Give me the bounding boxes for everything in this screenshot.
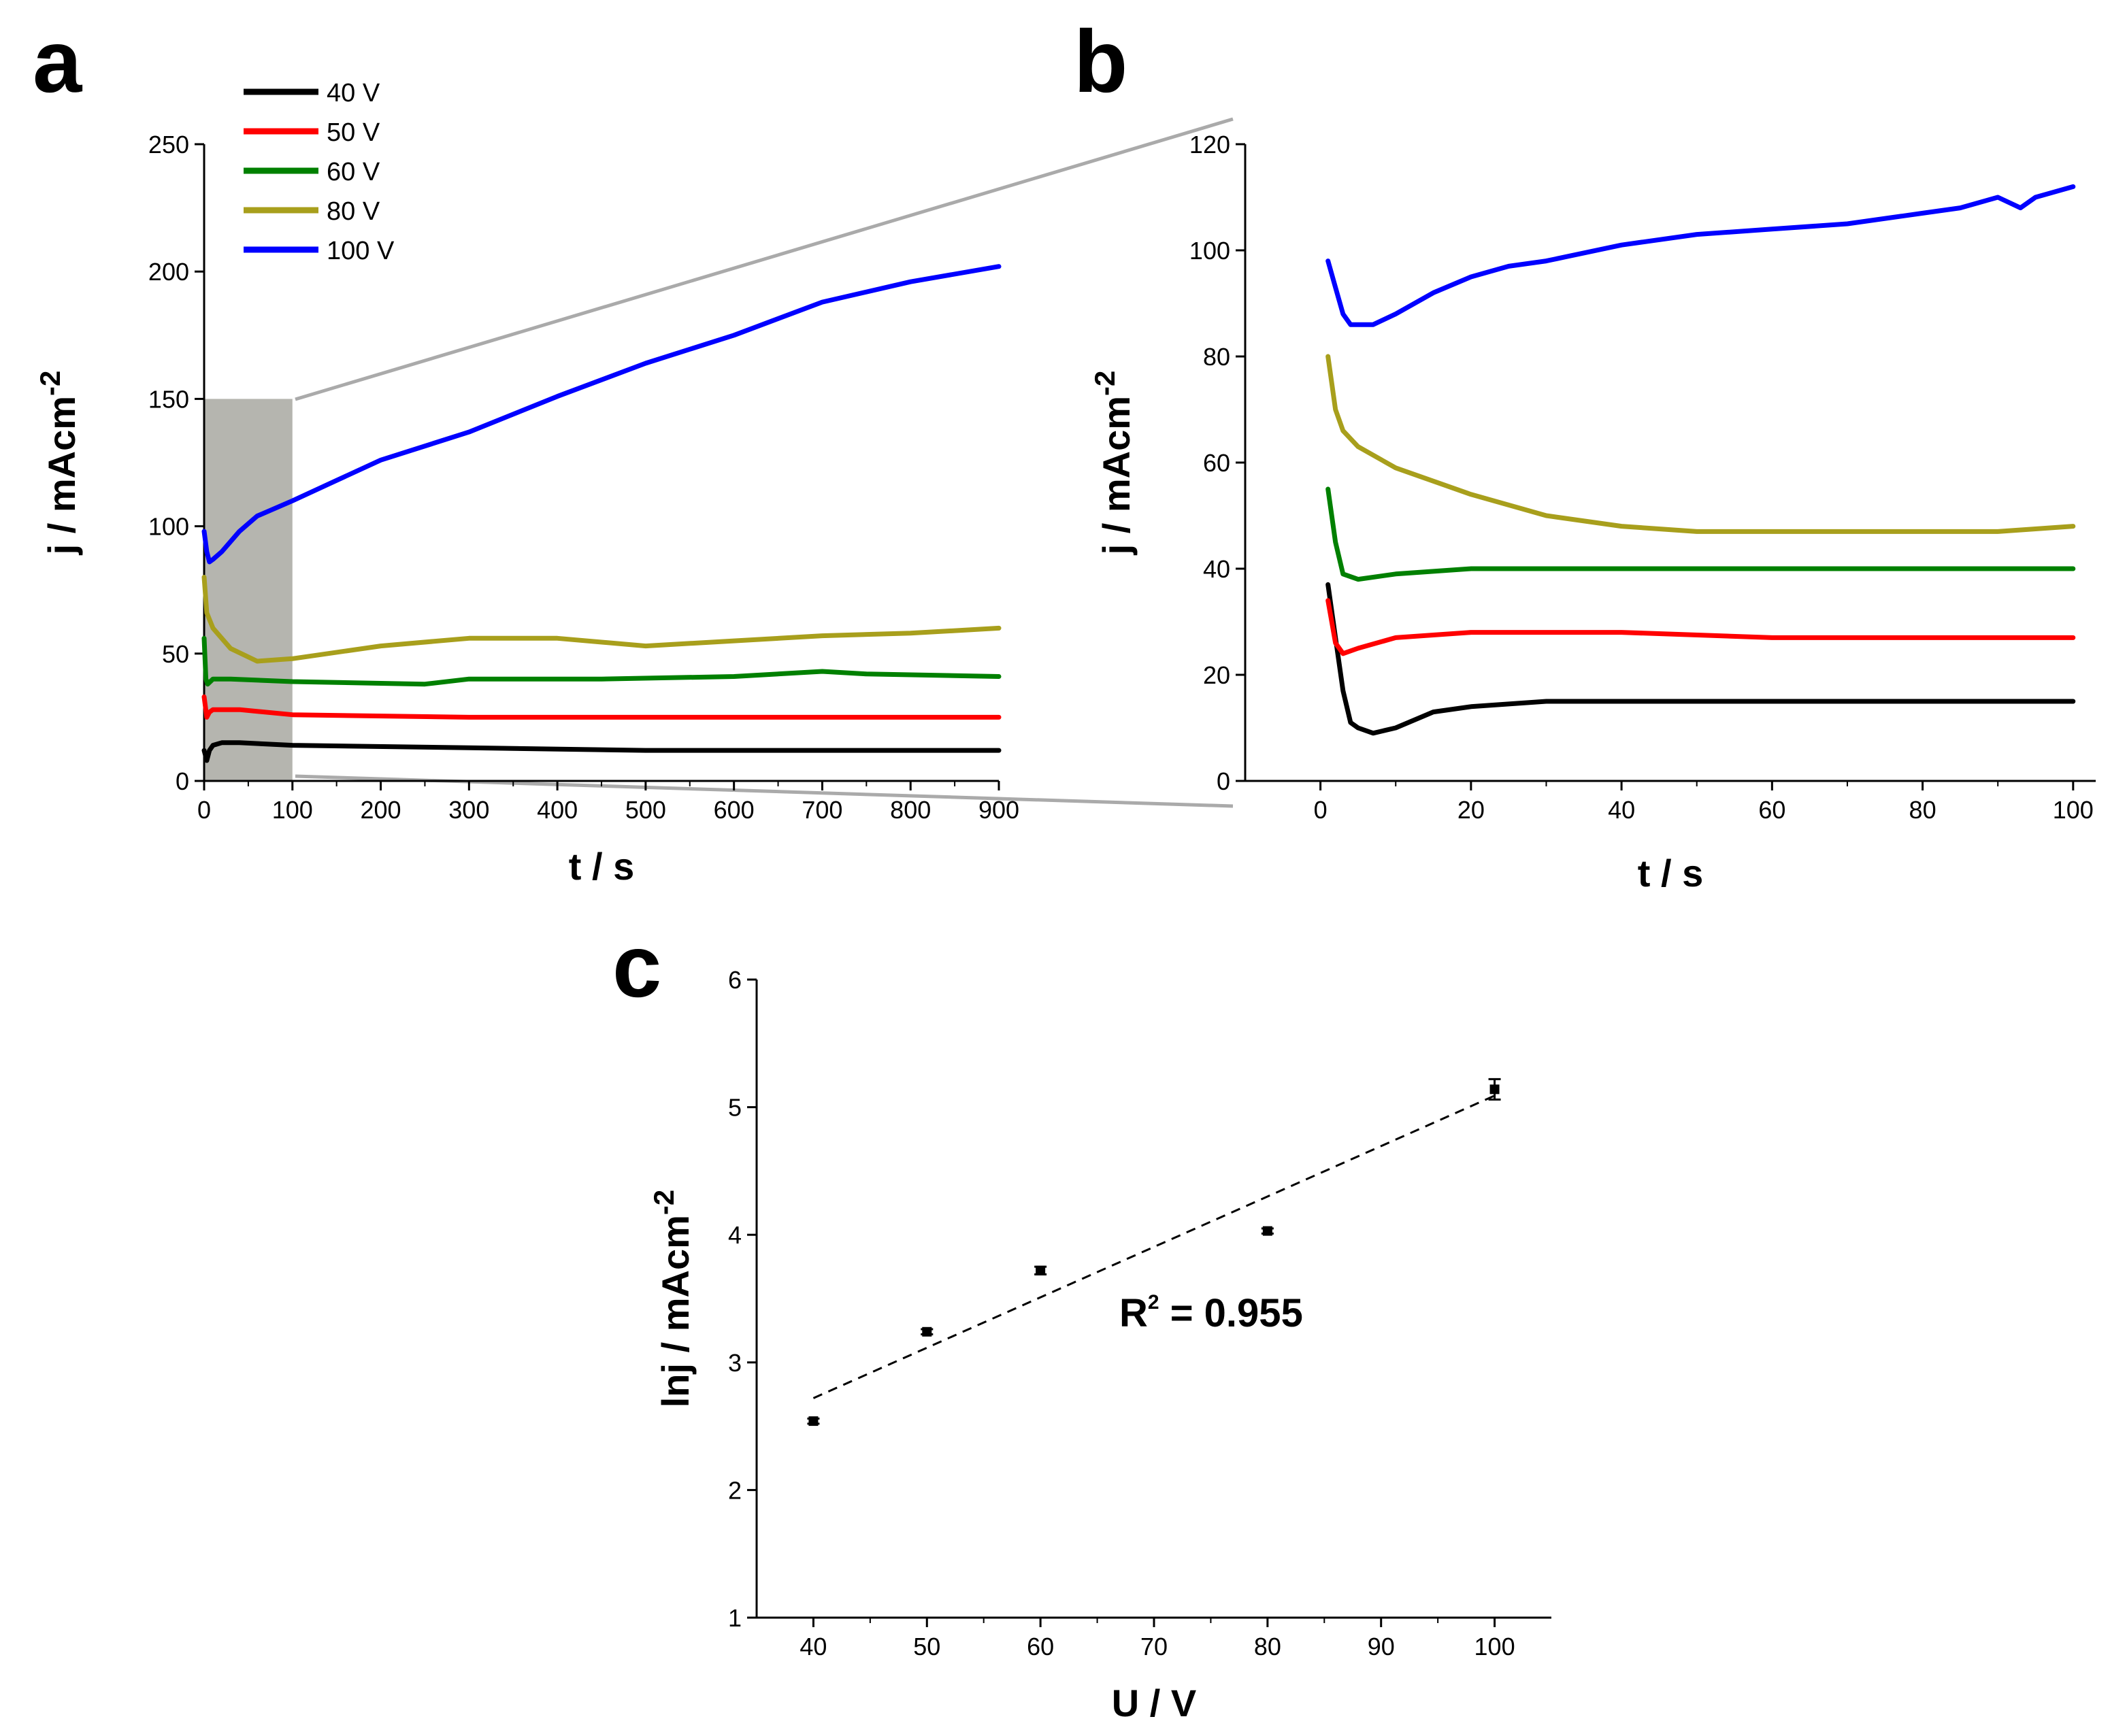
a-ytick-label-4: 200 bbox=[148, 258, 189, 286]
c-ylabel: lnj / mAcm-2 bbox=[648, 1190, 697, 1408]
a-ylabel-sup: -2 bbox=[34, 371, 66, 396]
b-ylabel: j / mAcm-2 bbox=[1089, 371, 1138, 556]
b-xtick-label-5: 100 bbox=[2053, 796, 2094, 824]
c-point-4 bbox=[1489, 1084, 1500, 1095]
panel-label-c: c bbox=[612, 916, 661, 1016]
c-ytick-label-0: 1 bbox=[728, 1604, 742, 1632]
a-ytick-label-0: 0 bbox=[176, 767, 189, 795]
b-xtick-label-4: 80 bbox=[1909, 796, 1936, 824]
c-r2-annotation: R2 = 0.955 bbox=[1119, 1291, 1303, 1335]
a-ylabel: j / mAcm-2 bbox=[34, 371, 83, 556]
a-ytick-label-5: 250 bbox=[148, 131, 189, 158]
b-series-80v bbox=[1325, 354, 2076, 534]
c-xtick-label-3: 70 bbox=[1140, 1633, 1168, 1660]
b-xtick-label-0: 0 bbox=[1314, 796, 1328, 824]
a-xlabel: t / s bbox=[569, 845, 634, 888]
b-xlabel: t / s bbox=[1638, 852, 1703, 895]
a-xtick-label-6: 600 bbox=[714, 796, 755, 824]
c-ytick-label-3: 4 bbox=[728, 1221, 742, 1249]
a-ytick-label-3: 150 bbox=[148, 385, 189, 413]
a-xtick-label-0: 0 bbox=[197, 796, 211, 824]
b-series-60v bbox=[1325, 486, 2076, 582]
a-xtick-label-2: 200 bbox=[361, 796, 401, 824]
a-xtick-label-7: 700 bbox=[802, 796, 842, 824]
c-r2-sup: 2 bbox=[1148, 1291, 1159, 1314]
panel-b: 0 20 40 60 80 100 120 0 20 40 60 80 100 t / s j / mAcm… bbox=[1089, 131, 2096, 895]
panel-label-a: a bbox=[33, 12, 83, 111]
a-ytick-label-2: 100 bbox=[148, 513, 189, 541]
a-series-60v bbox=[201, 635, 1002, 687]
a-series-100v bbox=[201, 264, 1002, 565]
c-point-1 bbox=[922, 1326, 932, 1337]
panel-label-b: b bbox=[1074, 12, 1127, 111]
b-ytick-label-1: 20 bbox=[1203, 661, 1230, 689]
a-xtick-label-9: 900 bbox=[978, 796, 1019, 824]
b-ytick-label-4: 80 bbox=[1203, 343, 1230, 371]
a-series-50v bbox=[201, 694, 1002, 720]
a-legend-label-3: 80 V bbox=[327, 197, 380, 226]
a-legend-label-4: 100 V bbox=[327, 237, 395, 265]
b-xtick-label-2: 40 bbox=[1608, 796, 1635, 824]
c-point-0 bbox=[808, 1416, 819, 1426]
a-xtick-label-1: 100 bbox=[272, 796, 313, 824]
c-ytick-label-2: 3 bbox=[728, 1349, 742, 1377]
c-point-2 bbox=[1036, 1265, 1046, 1275]
c-ytick-label-5: 6 bbox=[728, 966, 742, 994]
a-legend-label-2: 60 V bbox=[327, 158, 380, 186]
c-xtick-label-1: 50 bbox=[913, 1633, 940, 1660]
b-xtick-label-1: 20 bbox=[1457, 796, 1485, 824]
b-ytick-label-3: 60 bbox=[1203, 449, 1230, 477]
a-xtick-label-3: 300 bbox=[448, 796, 489, 824]
b-series-50v bbox=[1325, 598, 2076, 656]
c-xtick-label-2: 60 bbox=[1027, 1633, 1054, 1660]
c-r2-value: = 0.955 bbox=[1159, 1291, 1303, 1335]
c-xtick-label-5: 90 bbox=[1368, 1633, 1395, 1660]
b-series-100v bbox=[1325, 184, 2076, 327]
c-ylabel-sup: -2 bbox=[648, 1190, 680, 1215]
c-fit-line bbox=[812, 1095, 1496, 1399]
b-ytick-label-2: 40 bbox=[1203, 555, 1230, 583]
a-xtick-label-5: 500 bbox=[625, 796, 666, 824]
a-zoom-region bbox=[204, 399, 293, 781]
b-series-40v bbox=[1325, 582, 2076, 736]
a-legend-label-1: 50 V bbox=[327, 118, 380, 147]
panel-a: 0 50 100 150 200 250 0 100 200 300 400 500 600 700 800… bbox=[34, 79, 1019, 888]
b-ytick-label-0: 0 bbox=[1217, 767, 1230, 795]
c-r2-prefix: R bbox=[1119, 1291, 1148, 1335]
c-ytick-label-1: 2 bbox=[728, 1476, 742, 1504]
a-xtick-label-4: 400 bbox=[537, 796, 578, 824]
b-ylabel-sup: -2 bbox=[1089, 371, 1121, 396]
c-xtick-label-0: 40 bbox=[800, 1633, 827, 1660]
b-xtick-label-3: 60 bbox=[1758, 796, 1785, 824]
c-xlabel: U / V bbox=[1112, 1682, 1196, 1724]
c-xtick-label-6: 100 bbox=[1474, 1633, 1515, 1660]
a-legend-label-0: 40 V bbox=[327, 79, 380, 107]
b-ytick-label-5: 100 bbox=[1189, 237, 1230, 265]
b-ytick-label-6: 120 bbox=[1189, 131, 1230, 158]
zoom-connector-top bbox=[295, 117, 1234, 401]
a-ytick-label-1: 50 bbox=[162, 640, 189, 668]
a-legend: 40 V 50 V 60 V 80 V 100 V bbox=[244, 79, 395, 265]
c-xtick-label-4: 80 bbox=[1254, 1633, 1281, 1660]
c-ytick-label-4: 5 bbox=[728, 1094, 742, 1122]
a-series-80v bbox=[201, 575, 1002, 664]
a-xtick-label-8: 800 bbox=[890, 796, 931, 824]
c-point-3 bbox=[1262, 1226, 1272, 1236]
a-series-40v bbox=[201, 740, 1002, 763]
